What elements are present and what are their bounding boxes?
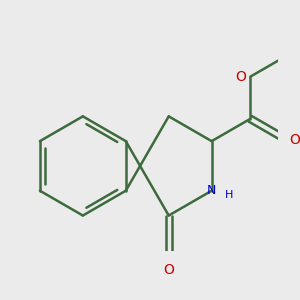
Text: O: O [163, 263, 174, 277]
Text: O: O [235, 70, 246, 84]
Text: O: O [290, 133, 300, 147]
Text: N: N [207, 184, 216, 197]
Text: H: H [225, 190, 233, 200]
